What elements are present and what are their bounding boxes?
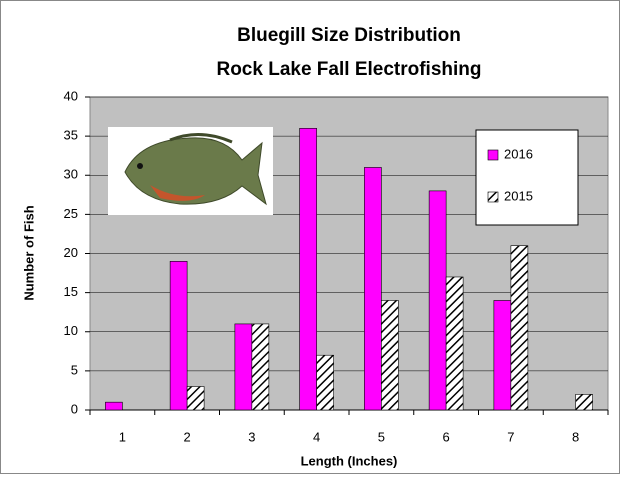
bar xyxy=(169,261,188,411)
y-tick-label: 30 xyxy=(64,167,78,182)
fish-image xyxy=(108,127,273,215)
x-tick-label: 2 xyxy=(184,429,191,444)
bar xyxy=(381,300,399,411)
bar xyxy=(445,276,464,411)
x-axis-title: Length (Inches) xyxy=(301,453,398,468)
bar xyxy=(105,401,123,411)
y-tick-label: 15 xyxy=(64,284,78,299)
legend-swatch xyxy=(487,191,499,203)
bar xyxy=(251,323,270,411)
bars xyxy=(105,128,593,411)
bar xyxy=(234,323,253,411)
legend-label: 2015 xyxy=(504,188,533,203)
y-tick-label: 40 xyxy=(64,88,78,103)
bar xyxy=(428,190,447,411)
chart-title: Bluegill Size Distribution xyxy=(237,25,461,46)
x-tick-label: 4 xyxy=(313,429,320,444)
x-tick-label: 8 xyxy=(572,429,579,444)
bar xyxy=(510,245,529,411)
bar xyxy=(316,354,334,411)
bar xyxy=(493,300,512,411)
legend-swatch xyxy=(487,149,499,161)
y-axis-title: Number of Fish xyxy=(21,205,36,300)
y-tick-label: 5 xyxy=(71,362,78,377)
bar xyxy=(364,167,382,411)
x-tick-label: 5 xyxy=(378,429,385,444)
y-tick-label: 20 xyxy=(64,245,78,260)
x-tick-label: 3 xyxy=(248,429,255,444)
legend: 2016 2015 xyxy=(475,129,579,226)
x-tick-label: 7 xyxy=(507,429,514,444)
y-tick-label: 25 xyxy=(64,206,78,221)
y-tick-label: 10 xyxy=(64,323,78,338)
chart-subtitle: Rock Lake Fall Electrofishing xyxy=(216,59,481,80)
bar xyxy=(299,128,317,411)
bar xyxy=(575,394,593,411)
y-tick-label: 0 xyxy=(71,401,78,416)
x-tick-label: 6 xyxy=(443,429,450,444)
x-tick-label: 1 xyxy=(119,429,126,444)
y-tick-label: 35 xyxy=(64,128,78,143)
bar xyxy=(186,386,205,411)
legend-label: 2016 xyxy=(504,146,533,161)
